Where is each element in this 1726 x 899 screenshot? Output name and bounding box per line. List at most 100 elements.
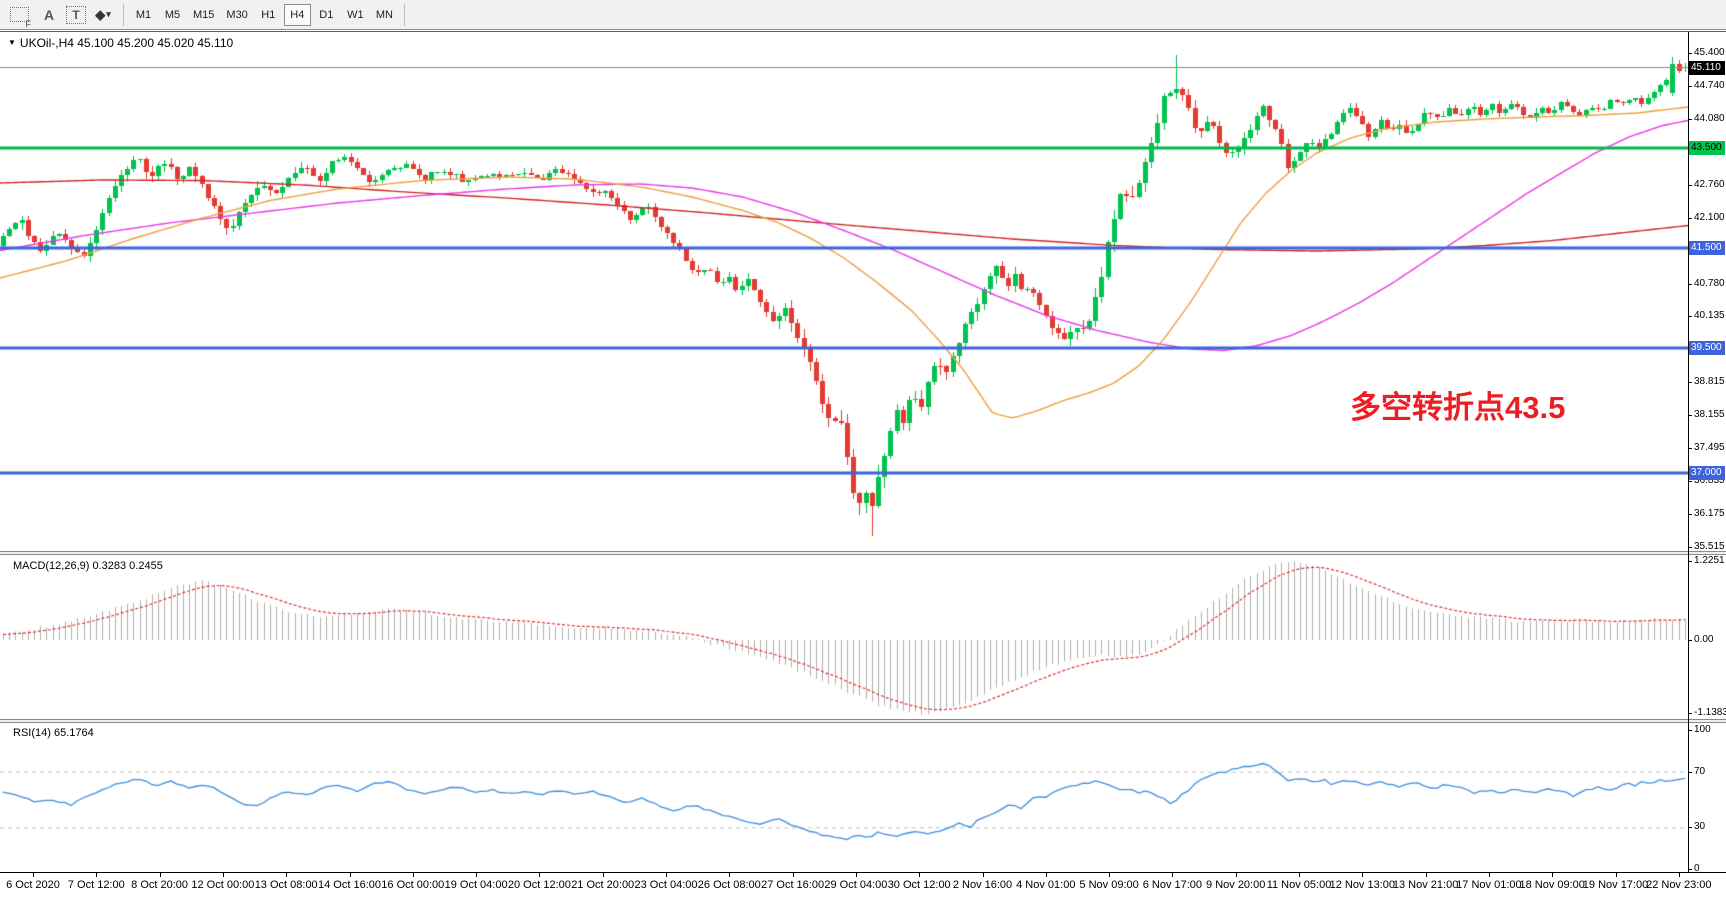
price-level-badge: 39.500 xyxy=(1689,341,1725,355)
price-tick-mark xyxy=(1688,481,1692,483)
macd-panel-canvas[interactable] xyxy=(0,555,1688,719)
time-tick-mark xyxy=(1172,873,1174,877)
price-tick-mark xyxy=(1688,53,1692,54)
indicator-grid-icon[interactable]: F xyxy=(6,3,32,29)
price-tick-mark xyxy=(1688,514,1692,516)
time-tick-mark xyxy=(33,873,34,877)
rsi-panel-canvas[interactable] xyxy=(0,723,1688,872)
time-tick-mark xyxy=(792,873,794,877)
rsi-tick-label: 0 xyxy=(1694,863,1700,874)
time-axis-label: 21 Oct 20:00 xyxy=(571,879,635,891)
price-level-badge: 45.110 xyxy=(1689,60,1725,75)
time-axis-label: 13 Oct 08:00 xyxy=(254,879,318,891)
time-axis-label: 18 Nov 09:00 xyxy=(1519,879,1585,891)
price-tick-mark xyxy=(1688,185,1692,186)
toolbar: F A T ◆ ▾ M1 M5 M15 M30 H1 H4 D1 W1 MN xyxy=(0,0,1726,30)
time-tick-mark xyxy=(1488,873,1490,877)
time-tick-mark xyxy=(666,873,667,877)
time-axis-label: 17 Nov 01:00 xyxy=(1456,879,1522,891)
time-tick-mark xyxy=(1678,873,1680,877)
time-tick-mark xyxy=(1109,873,1111,877)
price-tick-label: 38.155 xyxy=(1694,409,1725,421)
time-tick-mark xyxy=(982,873,984,877)
time-tick-mark xyxy=(1615,873,1617,877)
time-axis[interactable]: 6 Oct 2020 7 Oct 12:00 8 Oct 20:00 12 Oct 0… xyxy=(0,872,1726,899)
time-tick-mark xyxy=(855,873,857,877)
price-tick-label: 37.495 xyxy=(1694,442,1725,454)
rsi-tick-mark xyxy=(1688,771,1692,773)
time-tick-mark xyxy=(159,873,161,877)
time-axis-label: 27 Oct 16:00 xyxy=(761,879,825,891)
timeframe-button-H4[interactable]: H4 xyxy=(283,3,311,26)
time-axis-label: 6 Nov 17:00 xyxy=(1142,879,1203,891)
time-axis-label: 8 Oct 20:00 xyxy=(131,879,189,891)
objects-arrows-icon[interactable]: ◆ ▾ xyxy=(90,3,116,27)
time-axis-label: 20 Oct 12:00 xyxy=(507,879,571,891)
panel-splitter[interactable] xyxy=(0,551,1726,555)
time-axis-label: 22 Nov 23:00 xyxy=(1646,879,1712,891)
price-tick-label: 38.815 xyxy=(1694,376,1725,388)
price-chart-canvas[interactable] xyxy=(0,32,1688,551)
price-tick-mark xyxy=(1688,547,1692,549)
symbol-ohlc-text: UKOil-,H4 45.100 45.200 45.020 45.110 xyxy=(19,36,234,50)
time-axis-label: 13 Nov 21:00 xyxy=(1392,879,1459,891)
time-axis-label: 16 Oct 00:00 xyxy=(381,879,445,891)
time-tick-mark xyxy=(539,873,541,877)
diamond-icon: ◆ xyxy=(95,6,105,22)
rsi-tick-label: 100 xyxy=(1694,724,1711,735)
price-tick-mark xyxy=(1688,86,1692,87)
time-axis-label: 26 Oct 08:00 xyxy=(697,879,761,891)
price-tick-label: 36.835 xyxy=(1694,475,1725,487)
timeframe-button-M1[interactable]: M1 xyxy=(130,4,157,26)
dropdown-caret-icon: ▾ xyxy=(106,9,111,19)
time-axis-label: 6 Oct 2020 xyxy=(6,879,60,891)
timeframe-button-M30[interactable]: M30 xyxy=(221,4,252,26)
panel-splitter[interactable] xyxy=(0,719,1726,723)
time-tick-mark xyxy=(1362,873,1364,877)
time-axis-label: 2 Nov 16:00 xyxy=(952,879,1013,891)
price-tick-label: 40.135 xyxy=(1694,310,1725,322)
price-tick-mark xyxy=(1688,415,1692,417)
price-level-badge: 41.500 xyxy=(1689,241,1725,255)
symbol-dropdown-icon[interactable]: ▼ xyxy=(8,38,16,47)
timeframe-button-M15[interactable]: M15 xyxy=(188,4,219,26)
time-tick-mark xyxy=(602,873,604,877)
price-tick-label: 44.080 xyxy=(1694,113,1725,124)
rsi-tick-mark xyxy=(1688,869,1692,870)
rsi-indicator-label: RSI(14) 65.1764 xyxy=(13,727,94,739)
font-a-icon[interactable]: A xyxy=(43,6,55,23)
chart-window: ▼ UKOil-,H4 45.100 45.200 45.020 45.110 M… xyxy=(0,31,1726,899)
macd-tick-mark xyxy=(1688,640,1692,641)
time-axis-label: 9 Nov 20:00 xyxy=(1206,879,1266,891)
rsi-tick-label: 30 xyxy=(1694,821,1706,833)
time-tick-mark xyxy=(96,873,98,877)
timeframe-button-H1[interactable]: H1 xyxy=(255,4,282,26)
time-axis-label: 14 Oct 16:00 xyxy=(318,879,381,891)
timeframe-button-W1[interactable]: W1 xyxy=(342,4,369,26)
price-tick-mark xyxy=(1688,382,1692,384)
price-tick-label: 42.760 xyxy=(1694,179,1725,190)
text-label-icon[interactable]: T xyxy=(66,5,86,24)
price-tick-mark xyxy=(1688,218,1692,219)
rsi-tick-mark xyxy=(1688,730,1692,731)
price-level-badge: 37.000 xyxy=(1689,466,1725,480)
timeframe-button-M5[interactable]: M5 xyxy=(159,4,186,26)
price-tick-mark xyxy=(1688,448,1692,450)
timeframe-button-D1[interactable]: D1 xyxy=(313,4,340,26)
chart-annotation-text[interactable]: 多空转折点43.5 xyxy=(1350,390,1566,425)
time-axis-label: 12 Oct 00:00 xyxy=(191,879,255,891)
time-axis-label: 19 Oct 04:00 xyxy=(444,879,508,891)
price-tick-label: 45.400 xyxy=(1694,47,1725,58)
time-axis-label: 19 Nov 17:00 xyxy=(1582,879,1649,891)
symbol-title[interactable]: ▼ UKOil-,H4 45.100 45.200 45.020 45.110 xyxy=(8,36,233,50)
time-axis-label: 23 Oct 04:00 xyxy=(634,879,698,891)
price-tick-mark xyxy=(1688,284,1692,285)
price-axis-border xyxy=(1688,32,1689,872)
time-axis-label: 29 Oct 04:00 xyxy=(824,879,888,891)
time-tick-mark xyxy=(286,873,288,877)
macd-tick-mark xyxy=(1688,560,1692,562)
toolbar-separator xyxy=(403,3,405,26)
timeframe-button-MN[interactable]: MN xyxy=(371,4,398,26)
price-tick-label: 35.515 xyxy=(1694,541,1725,553)
time-tick-mark xyxy=(1235,873,1237,877)
